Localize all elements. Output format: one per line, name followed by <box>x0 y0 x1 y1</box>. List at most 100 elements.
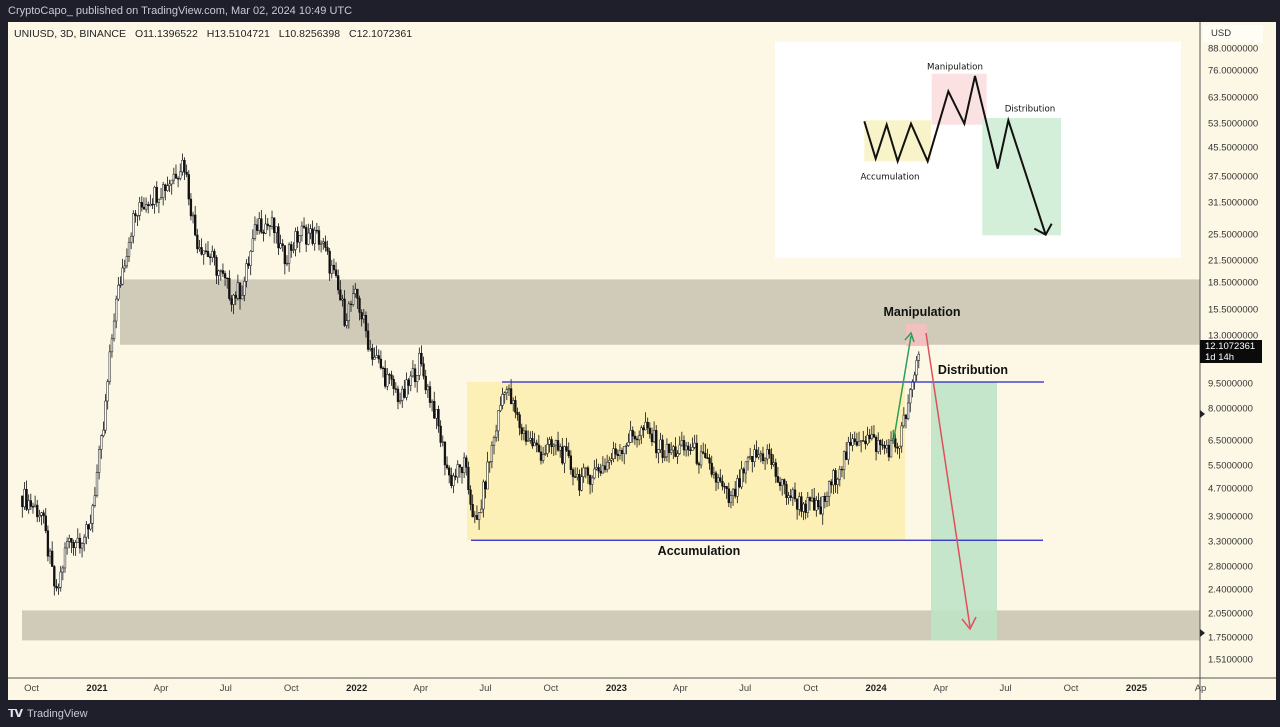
candle <box>300 225 304 236</box>
price-tick-label: 3.9000000 <box>1208 511 1253 523</box>
candle <box>642 427 645 431</box>
currency-label[interactable]: USD <box>1203 25 1263 43</box>
supply-zone <box>120 279 1200 345</box>
candle <box>189 198 193 217</box>
candle <box>665 443 669 458</box>
candle <box>719 477 722 482</box>
accumulation-box <box>467 382 905 541</box>
candle <box>78 537 82 549</box>
candle <box>917 353 920 361</box>
candle <box>469 489 472 505</box>
candle <box>913 374 916 383</box>
candle <box>108 351 111 382</box>
candle <box>206 251 210 257</box>
time-tick-label: Oct <box>283 683 299 694</box>
candle <box>561 446 564 464</box>
candle <box>27 500 30 510</box>
candle <box>411 368 415 377</box>
candle <box>334 269 338 276</box>
demand-zone <box>22 610 1200 641</box>
distribution-label: Distribution <box>937 363 1009 377</box>
candle <box>505 389 508 394</box>
candle <box>377 355 380 360</box>
price-tick-label: 2.0500000 <box>1208 608 1253 620</box>
candle-countdown: 1d 14h <box>1205 352 1235 363</box>
candle <box>586 467 590 476</box>
candle <box>533 442 536 447</box>
candle <box>238 282 242 300</box>
candle <box>618 450 622 456</box>
price-tick-label: 53.5000000 <box>1208 118 1259 130</box>
candle <box>247 263 250 266</box>
candle <box>243 280 246 296</box>
candle <box>198 247 201 250</box>
candle <box>565 446 568 451</box>
candle <box>855 441 859 446</box>
candle <box>597 467 600 472</box>
down-arrow[interactable] <box>925 332 971 628</box>
candle <box>151 203 154 206</box>
candle <box>157 198 161 203</box>
candle <box>97 449 101 473</box>
down-arrow-head-icon <box>961 616 977 631</box>
candle <box>689 449 692 451</box>
time-tick-label: Oct <box>803 683 819 694</box>
candle <box>693 442 696 448</box>
candle <box>541 454 545 461</box>
candle <box>898 445 901 449</box>
candle <box>716 477 720 483</box>
time-tick-label: Jul <box>739 683 752 694</box>
candle <box>900 425 903 447</box>
candle <box>791 489 794 498</box>
candle <box>121 267 124 285</box>
symbol-name[interactable]: UNIUSD, 3D, BINANCE <box>14 28 127 40</box>
candle <box>390 374 393 380</box>
candle <box>413 368 417 382</box>
candle <box>864 440 867 445</box>
candle <box>524 430 528 442</box>
candle <box>616 453 619 456</box>
candle <box>398 400 402 403</box>
up-arrow[interactable] <box>892 335 912 445</box>
candle <box>409 375 412 386</box>
time-tick-label: Apr <box>153 683 169 694</box>
candle <box>646 421 649 429</box>
candle <box>349 303 353 305</box>
candle <box>894 438 897 448</box>
candle <box>155 186 158 203</box>
candle <box>68 538 71 542</box>
candle <box>332 264 336 271</box>
candle <box>91 505 94 524</box>
candle <box>57 587 60 589</box>
candle <box>866 434 869 445</box>
candle <box>885 444 888 449</box>
candle <box>266 223 269 226</box>
candle <box>556 440 560 451</box>
candle <box>445 464 449 469</box>
candle <box>258 218 261 231</box>
candle <box>170 179 173 185</box>
time-tick-label: Apr <box>413 683 429 694</box>
candle <box>909 389 912 404</box>
candle <box>460 466 464 474</box>
candle <box>23 488 26 508</box>
candle <box>379 358 383 369</box>
candle <box>753 449 756 462</box>
candle <box>123 265 126 269</box>
time-tick-label: 2022 <box>346 683 368 694</box>
candle <box>591 477 594 485</box>
candle <box>441 441 444 443</box>
candle <box>480 508 483 513</box>
candle <box>499 405 502 412</box>
candle <box>435 409 438 419</box>
price-tick-label: 63.5000000 <box>1208 92 1259 104</box>
candle <box>776 476 780 483</box>
price-tick-label: 15.5000000 <box>1208 304 1259 316</box>
candle <box>55 585 58 589</box>
candle <box>879 440 882 446</box>
candle <box>640 427 643 436</box>
candle <box>452 475 455 486</box>
candle <box>213 250 216 258</box>
candle <box>559 446 562 451</box>
